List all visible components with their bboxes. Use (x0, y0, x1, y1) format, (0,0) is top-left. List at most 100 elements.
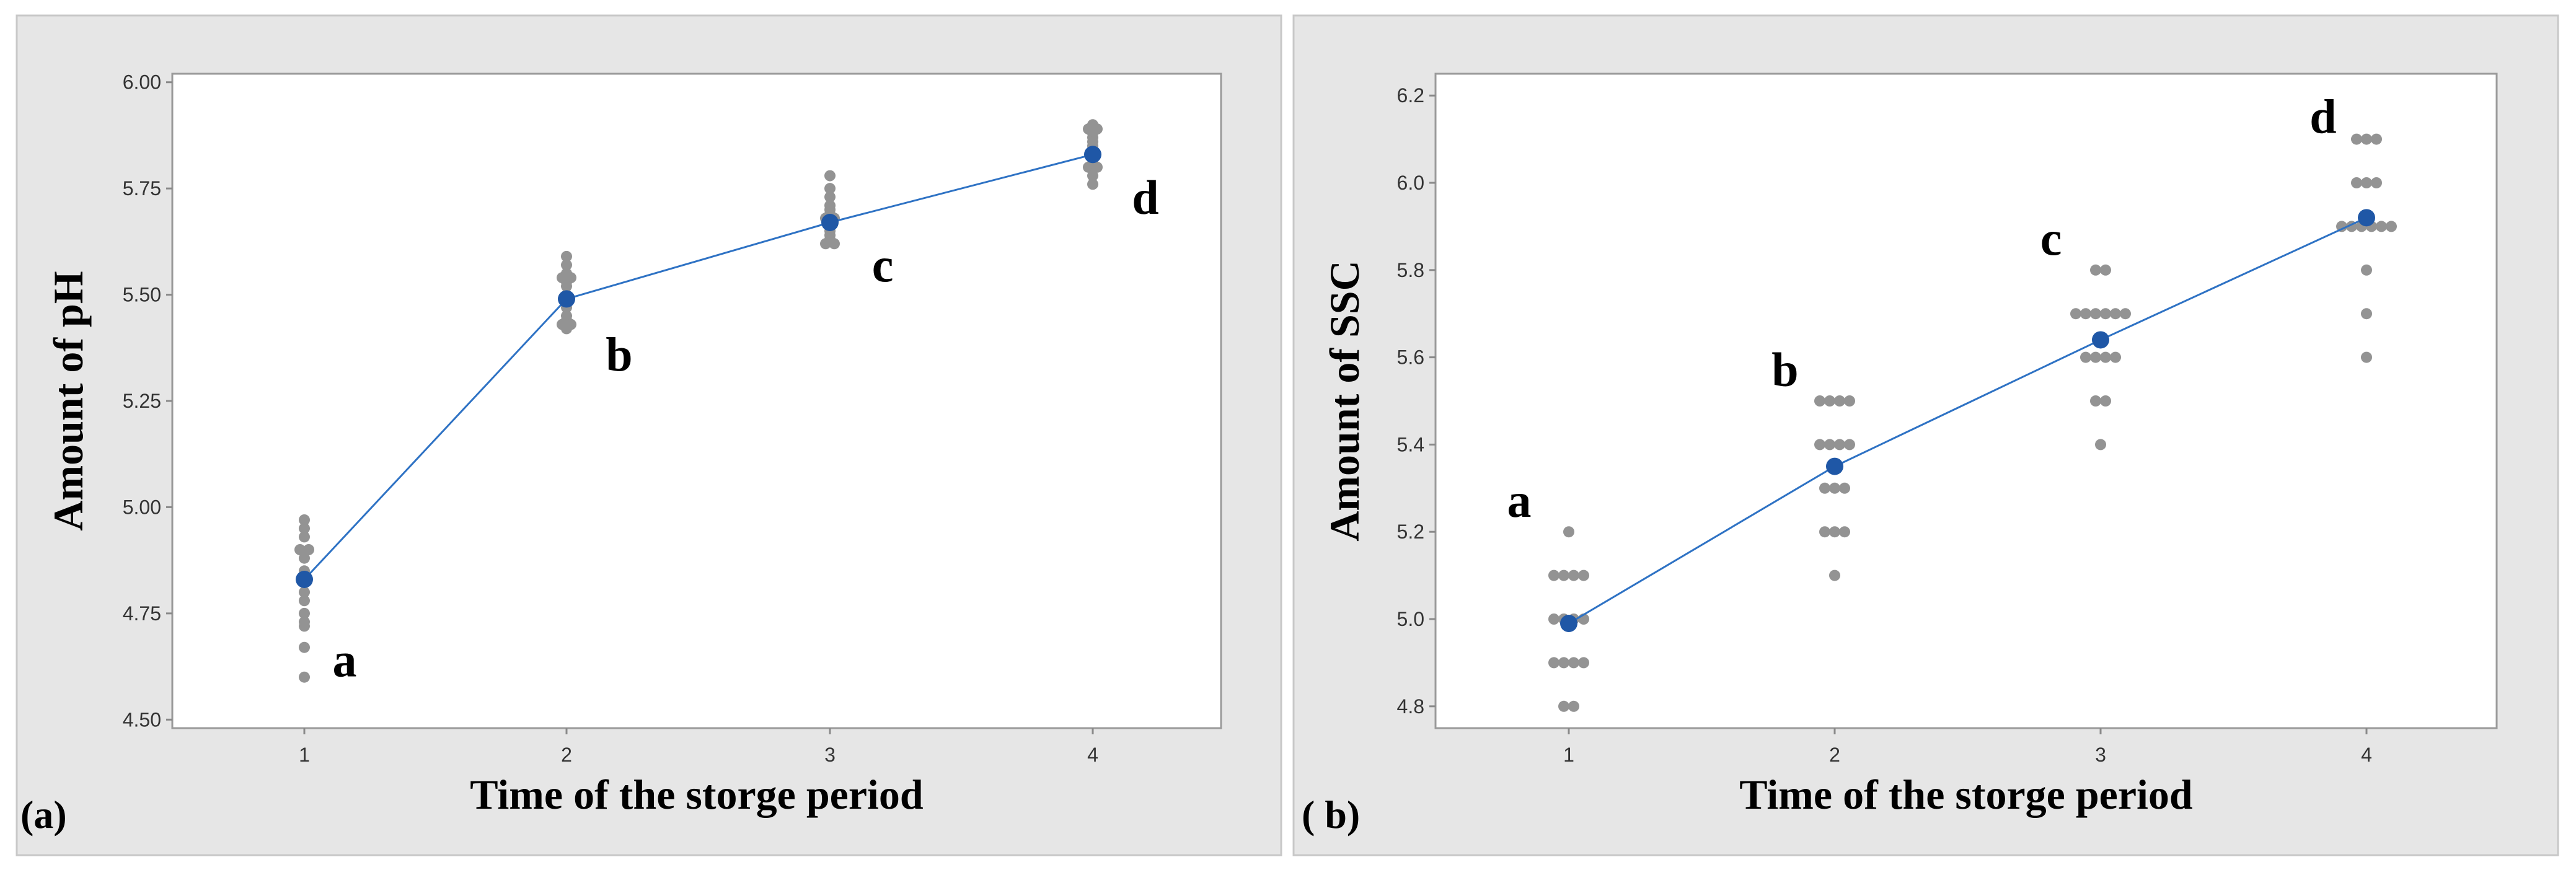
x-tick-label: 2 (1829, 744, 1840, 766)
panel-a-label: (a) (20, 793, 67, 837)
observation-point (1548, 569, 1559, 581)
observation-point (2110, 351, 2121, 363)
panel-b-y-axis-title: Amount of SSC (1321, 260, 1368, 541)
observation-point (2080, 308, 2091, 320)
y-tick-label: 4.75 (123, 602, 161, 625)
observation-point (1824, 395, 1835, 407)
observation-point (1829, 569, 1840, 581)
x-tick-label: 2 (561, 744, 572, 766)
observation-point (299, 641, 310, 653)
mean-connect-line (1568, 216, 2367, 625)
panel-a-plot-area (171, 73, 1222, 729)
observation-point (2090, 351, 2101, 363)
observation-point (2361, 133, 2372, 145)
group-letter-b: b (606, 328, 632, 382)
observation-point (2361, 351, 2372, 363)
y-tick-label: 6.2 (1397, 84, 1424, 107)
observation-point (1568, 569, 1579, 581)
x-tick-label: 3 (2095, 744, 2106, 766)
mean-point (558, 290, 575, 308)
observation-point (829, 238, 840, 250)
mean-point (1826, 457, 1843, 475)
observation-point (2361, 177, 2372, 188)
observation-point (1548, 613, 1559, 625)
observation-point (824, 170, 836, 182)
observation-point (2336, 221, 2347, 232)
observation-point (2070, 308, 2081, 320)
observation-point (1548, 657, 1559, 669)
observation-point (1578, 569, 1589, 581)
mean-point (821, 214, 839, 231)
observation-point (2100, 395, 2111, 407)
observation-point (2100, 351, 2111, 363)
mean-point (1084, 146, 1101, 164)
observation-point (1844, 439, 1855, 451)
observation-point (1844, 395, 1855, 407)
observation-point (1814, 439, 1825, 451)
observation-point (1814, 395, 1825, 407)
group-letter-a: a (333, 633, 357, 687)
panel-b-marks: 4.8 5.0 5.2 5.4 5.6 5.8 6.0 6.2 1 2 3 4 a b c d (1397, 84, 2397, 766)
y-tick-label: 5.4 (1397, 433, 1424, 455)
observation-point (2120, 308, 2131, 320)
observation-point (299, 522, 310, 534)
panel-a-y-axis-title: Amount of pH (45, 271, 92, 530)
observation-point (561, 280, 572, 292)
y-tick-label: 5.8 (1397, 259, 1424, 281)
observation-point (561, 250, 572, 262)
group-letter-b: b (1771, 343, 1798, 397)
y-tick-label: 6.00 (123, 71, 161, 94)
panel-a: 4.50 4.75 5.00 5.25 5.50 5.75 6.00 1 2 3 4 a b c d Tim… (15, 14, 1282, 856)
panel-a-x-axis-title: Time of the storge period (470, 771, 924, 818)
observation-point (1558, 700, 1569, 712)
observation-point (1563, 526, 1574, 538)
observation-point (1824, 439, 1835, 451)
observation-point (2090, 395, 2101, 407)
mean-point (1560, 615, 1577, 633)
observation-point (820, 238, 831, 250)
observation-point (2080, 351, 2091, 363)
y-tick-label: 5.0 (1397, 608, 1424, 630)
observation-point (299, 531, 310, 543)
observation-point (2376, 221, 2387, 232)
group-letter-d: d (1132, 170, 1158, 224)
x-tick-label: 4 (2361, 744, 2372, 766)
observation-point (299, 586, 310, 598)
mean-point (2358, 209, 2375, 227)
observation-point (824, 191, 836, 203)
y-tick-label: 5.2 (1397, 521, 1424, 543)
x-tick-label: 1 (1563, 744, 1574, 766)
observation-point (299, 671, 310, 683)
observation-point (299, 607, 310, 619)
observation-point (1087, 178, 1098, 190)
observation-point (561, 259, 572, 271)
observation-point (2090, 264, 2101, 276)
observation-point (299, 620, 310, 632)
observation-point (1568, 700, 1579, 712)
observation-point (2100, 264, 2111, 276)
observation-point (294, 544, 306, 555)
observation-point (1819, 526, 1830, 538)
observation-point (1839, 526, 1850, 538)
group-letter-a: a (1507, 473, 1532, 527)
observation-point (2100, 308, 2111, 320)
group-letter-d: d (2309, 90, 2336, 144)
observation-point (1834, 395, 1845, 407)
observation-point (2110, 308, 2121, 320)
observation-point (1558, 569, 1569, 581)
observation-point (299, 552, 310, 564)
x-tick-label: 4 (1087, 744, 1098, 766)
observation-point (299, 514, 310, 525)
mean-point (2092, 331, 2109, 349)
observation-point (2351, 177, 2362, 188)
observation-point (2371, 133, 2382, 145)
mean-point (296, 571, 313, 588)
observation-point (2361, 308, 2372, 320)
observation-point (2386, 221, 2397, 232)
observation-point (1092, 161, 1103, 173)
panel-b-label: ( b) (1302, 793, 1360, 837)
observation-point (1829, 526, 1840, 538)
observation-point (1568, 657, 1579, 669)
observation-point (2095, 439, 2106, 451)
